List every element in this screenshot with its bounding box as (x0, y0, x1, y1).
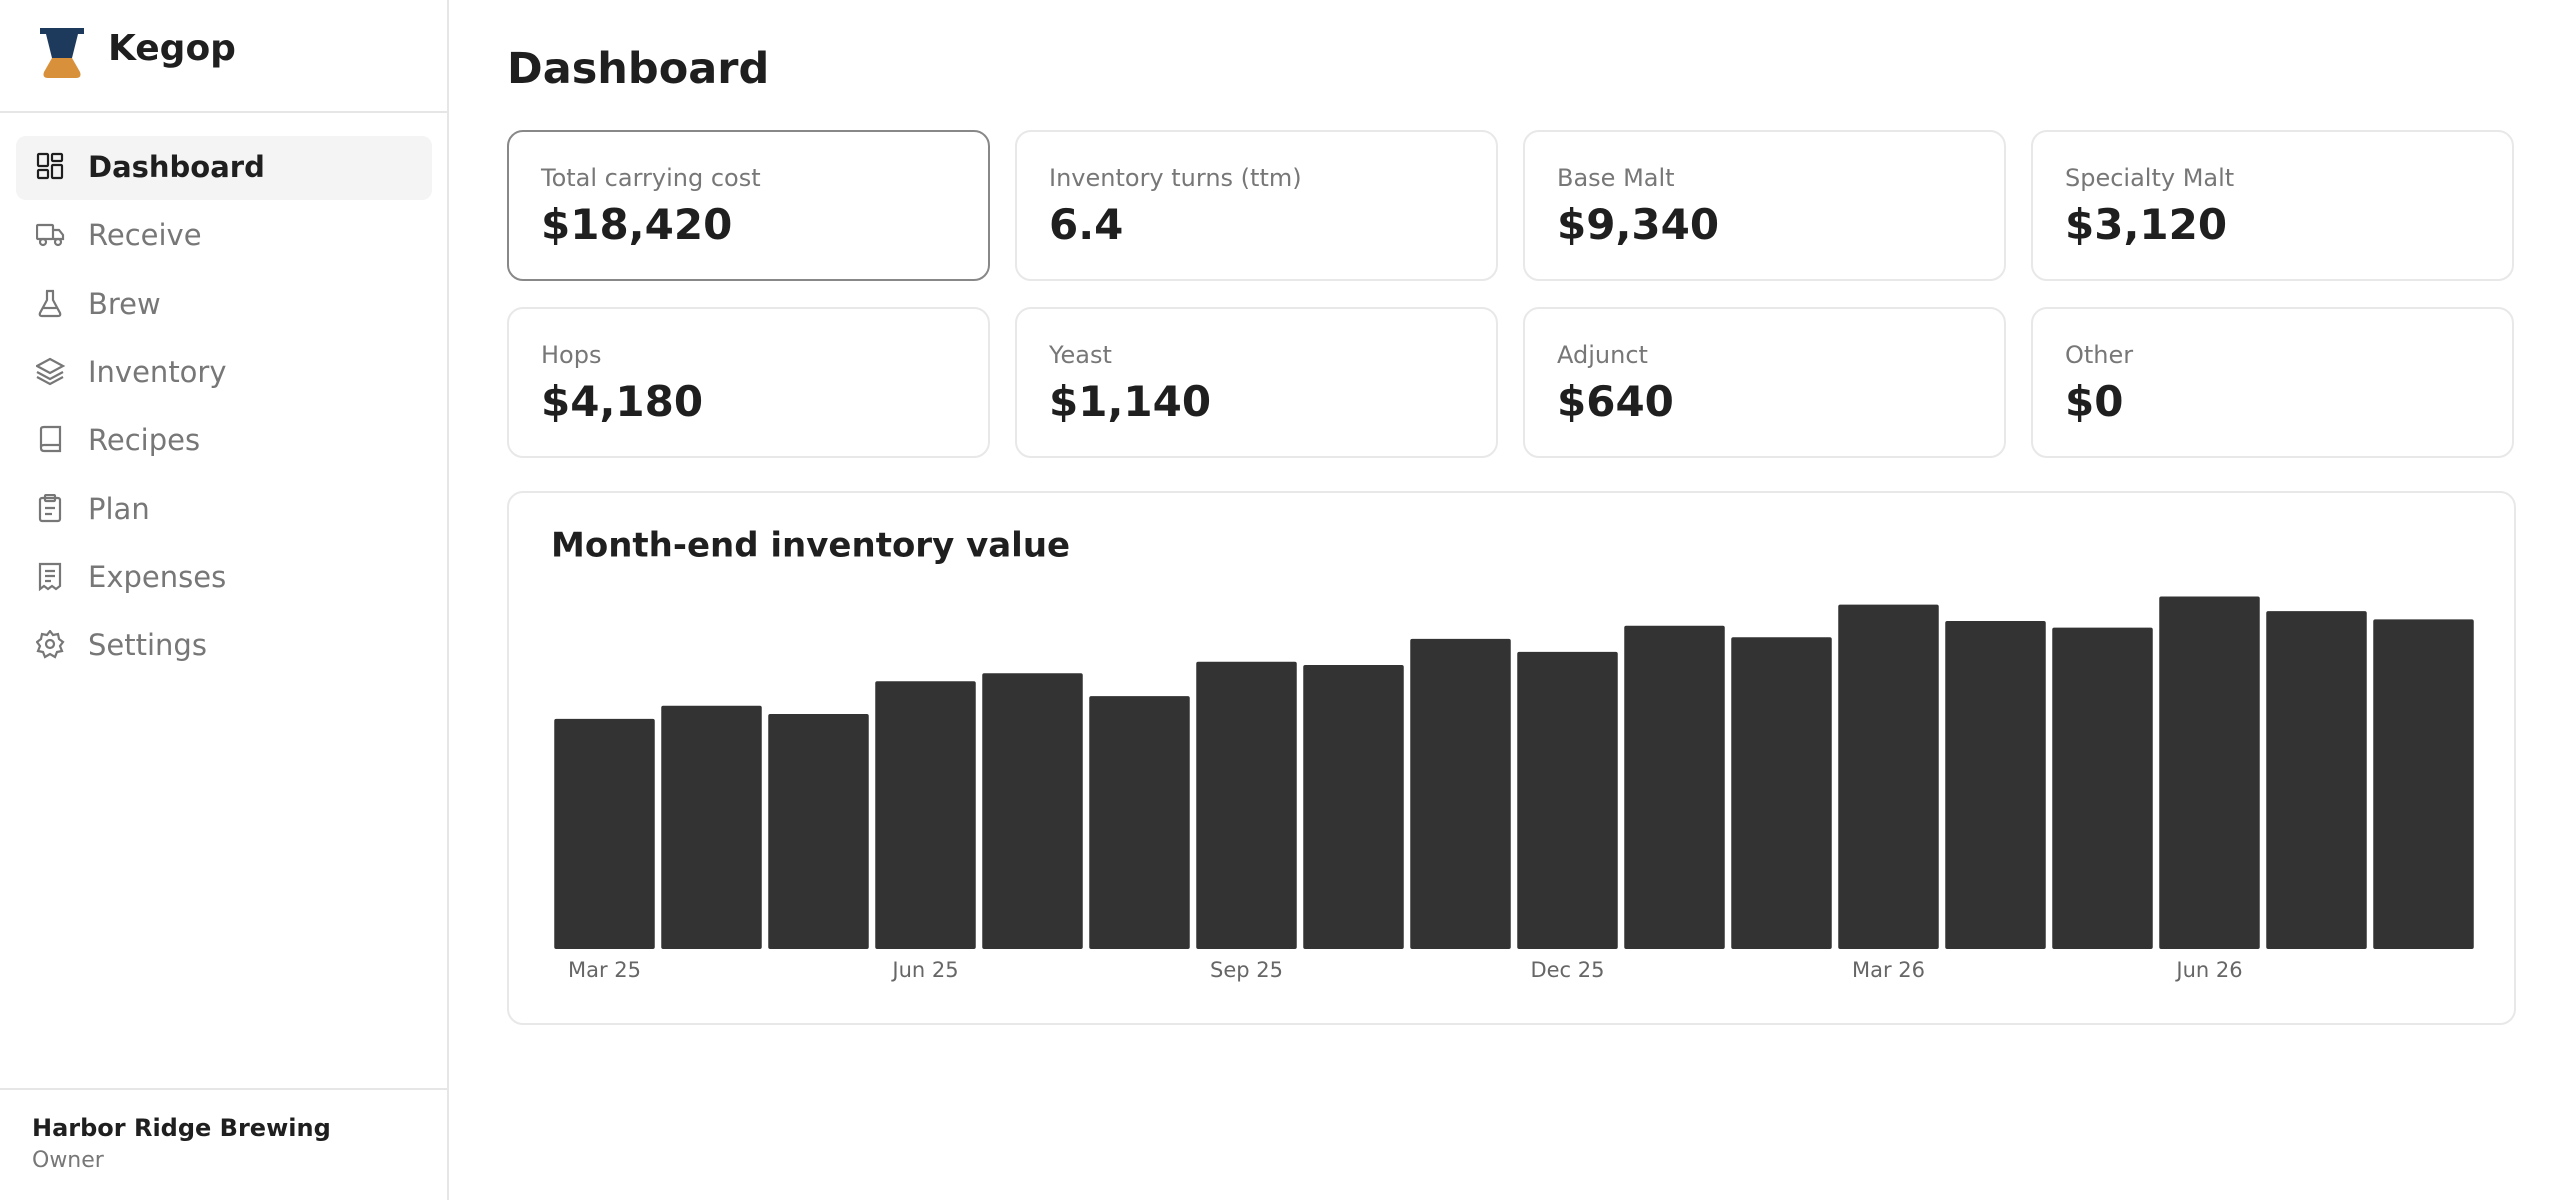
stat-value: $3,120 (2065, 200, 2228, 249)
nav-label: Brew (88, 286, 161, 321)
bar (1303, 664, 1404, 949)
chart-card: Month-end inventory value Mar 25 Jun 25 Se… (507, 491, 2516, 1025)
stat-label: Hops (541, 341, 602, 369)
org-role: Owner (32, 1148, 104, 1173)
divider (0, 111, 447, 113)
x-tick-label: Mar 26 (1852, 958, 1925, 982)
nav-item[interactable]: Expenses (16, 546, 432, 610)
bar (982, 673, 1083, 949)
bar (1838, 604, 1939, 949)
nav-label: Receive (88, 218, 202, 253)
stat-card: Specialty Malt $3,120 (2031, 130, 2514, 281)
nav-item[interactable]: Receive (16, 204, 432, 268)
stat-label: Inventory turns (ttm) (1049, 164, 1302, 192)
x-tick-label: Mar 25 (568, 958, 641, 982)
nav-label: Dashboard (88, 150, 265, 184)
divider (0, 1088, 447, 1090)
nav-icon (38, 493, 62, 522)
stat-value: $18,420 (541, 200, 733, 249)
bar (1517, 651, 1618, 949)
nav-label: Settings (88, 628, 207, 663)
stat-value: $1,140 (1049, 377, 1212, 426)
x-tick-label: Jun 25 (890, 958, 958, 982)
nav-label: Recipes (88, 423, 201, 458)
stat-value: $4,180 (541, 377, 704, 426)
stat-card: Other $0 (2031, 307, 2514, 458)
bar (1410, 638, 1511, 949)
bar (554, 718, 655, 949)
stat-value: $0 (2065, 377, 2124, 426)
bar (2266, 611, 2367, 949)
bar (1089, 696, 1190, 949)
nav-icon (36, 152, 64, 180)
bar (661, 705, 762, 949)
nav-icon (39, 426, 62, 453)
nav-item[interactable]: Settings (16, 614, 432, 678)
bar (875, 681, 976, 949)
stat-label: Yeast (1049, 341, 1112, 369)
stat-card: Total carrying cost $18,420 (507, 130, 990, 281)
brand[interactable]: Kegop (108, 28, 236, 69)
nav-item[interactable]: Dashboard (16, 136, 432, 200)
nav-item[interactable]: Brew (16, 273, 432, 337)
bar (2373, 619, 2474, 949)
bar (1196, 661, 1297, 949)
stat-card: Base Malt $9,340 (1523, 130, 2006, 281)
nav-icon (36, 357, 66, 386)
nav-icon (36, 224, 65, 247)
x-tick-label: Jun 26 (2174, 958, 2242, 982)
nav-item[interactable]: Inventory (16, 341, 432, 405)
bar (2159, 596, 2260, 949)
nav-label: Plan (88, 491, 150, 526)
nav-item[interactable]: Recipes (16, 409, 432, 473)
bar (1731, 637, 1832, 949)
page-title: Dashboard (507, 44, 770, 94)
nav-label: Inventory (88, 354, 227, 389)
bar (768, 714, 869, 949)
stat-value: 6.4 (1049, 200, 1124, 249)
x-tick-label: Sep 25 (1210, 958, 1283, 982)
bar (2052, 627, 2153, 949)
bar (1624, 625, 1725, 949)
stat-card: Hops $4,180 (507, 307, 990, 458)
stat-card: Inventory turns (ttm) 6.4 (1015, 130, 1498, 281)
sidebar: Kegop Dashboard Receive Brew Inventory Recip… (0, 0, 449, 1200)
nav-icon (38, 289, 62, 317)
stat-card: Adjunct $640 (1523, 307, 2006, 458)
stat-card: Yeast $1,140 (1015, 307, 1498, 458)
stat-label: Other (2065, 341, 2134, 369)
stat-value: $640 (1557, 377, 1674, 426)
logo (40, 28, 84, 78)
chart-title: Month-end inventory value (551, 526, 1070, 566)
stat-label: Base Malt (1557, 164, 1675, 192)
nav-icon (38, 562, 62, 591)
stat-label: Specialty Malt (2065, 164, 2235, 192)
x-tick-label: Dec 25 (1530, 958, 1604, 982)
nav-item[interactable]: Plan (16, 478, 432, 542)
bar (1945, 620, 2046, 949)
nav-label: Expenses (88, 559, 227, 594)
org-name: Harbor Ridge Brewing (32, 1114, 331, 1142)
chart: Month-end inventory value Mar 25 Jun 25 Se… (551, 526, 2474, 982)
nav-icon (36, 630, 65, 659)
stat-label: Total carrying cost (541, 164, 761, 192)
stat-value: $9,340 (1557, 200, 1720, 249)
stat-label: Adjunct (1557, 341, 1648, 369)
